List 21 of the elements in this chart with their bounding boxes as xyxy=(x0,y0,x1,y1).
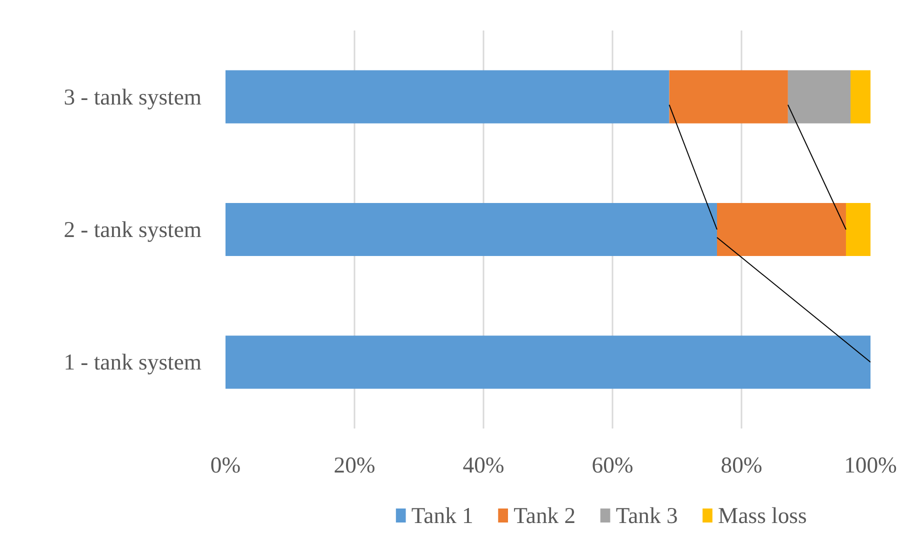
y-tick-label: 2 - tank system xyxy=(64,217,202,242)
y-tick-label: 1 - tank system xyxy=(64,350,202,375)
bar xyxy=(669,70,788,124)
x-tick-label: 100% xyxy=(844,452,898,478)
bar xyxy=(850,70,870,124)
legend-label: Mass loss xyxy=(718,503,807,528)
bar xyxy=(226,336,870,389)
bar xyxy=(716,202,846,256)
bar xyxy=(788,70,851,124)
legend-label: Tank 2 xyxy=(514,503,576,528)
bar xyxy=(226,202,717,256)
x-tick-label: 0% xyxy=(210,452,241,478)
x-tick-label: 60% xyxy=(592,452,634,478)
x-tick-label: 40% xyxy=(462,452,504,478)
x-tick-label: 80% xyxy=(720,452,762,478)
y-tick-label: 3 - tank system xyxy=(64,84,202,110)
legend-label: Tank 3 xyxy=(616,503,678,528)
x-tick-label: 20% xyxy=(334,452,376,478)
bar xyxy=(846,202,870,256)
legend-label: Tank 1 xyxy=(411,503,474,528)
bar xyxy=(226,70,670,124)
